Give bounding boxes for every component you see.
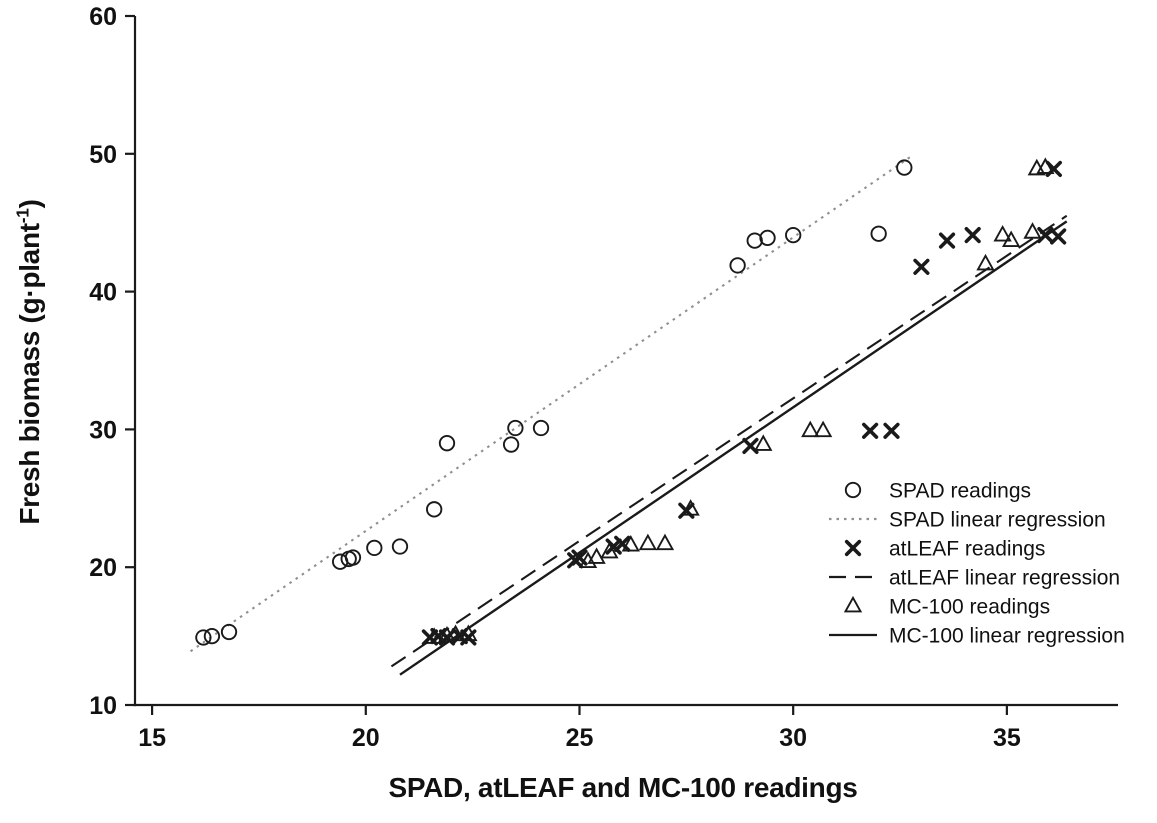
circle-marker	[729, 257, 746, 274]
x-marker	[844, 539, 862, 557]
legend-entry: SPAD linear regression	[829, 509, 1106, 532]
legend-label: atLEAF readings	[889, 538, 1045, 561]
circle-marker	[532, 419, 550, 437]
x-marker	[913, 258, 930, 275]
x-marker	[964, 227, 981, 244]
circle-marker	[896, 159, 913, 176]
triangle-marker	[993, 224, 1012, 242]
y-axis-title: Fresh biomass (g·plant-1)	[12, 199, 46, 525]
triangle-marker	[754, 434, 773, 451]
circle-marker	[844, 481, 862, 499]
y-tick-label: 60	[89, 3, 117, 31]
circle-marker	[785, 226, 802, 244]
triangle-marker	[681, 499, 700, 516]
circle-marker	[220, 623, 238, 641]
y-tick-label: 50	[89, 141, 117, 169]
regression-line-dotted	[189, 154, 914, 653]
x-marker	[614, 535, 631, 552]
x-tick-label: 20	[352, 724, 380, 752]
circle-marker	[507, 419, 524, 437]
legend-label: SPAD readings	[889, 480, 1031, 503]
triangle-marker	[446, 624, 465, 642]
y-tick-label: 20	[89, 554, 117, 582]
circle-marker	[426, 501, 443, 518]
regression-line-solid	[399, 220, 1068, 676]
legend: SPAD readings SPAD linear regression atLEA…	[829, 480, 1125, 648]
triangle-marker	[801, 420, 820, 438]
x-tick-label: 15	[138, 724, 166, 752]
triangle-marker	[459, 624, 478, 642]
triangle-marker	[600, 541, 619, 559]
triangle-marker	[621, 534, 640, 552]
circle-marker	[502, 436, 520, 453]
circle-marker	[366, 539, 383, 557]
legend-label: SPAD linear regression	[889, 509, 1106, 532]
triangle-marker	[976, 253, 995, 271]
x-axis-title: SPAD, atLEAF and MC-100 readings	[388, 772, 858, 803]
circle-marker	[759, 229, 776, 247]
circle-marker	[746, 232, 763, 249]
triangle-marker	[425, 627, 444, 644]
y-tick-label: 40	[89, 279, 117, 307]
y-tick-label: 30	[89, 416, 117, 444]
legend-entry: MC-100 linear regression	[829, 625, 1125, 648]
x-marker	[605, 538, 622, 555]
tick-labels: 10 20 30 40 50 60 15 20 25 30 35	[89, 3, 1021, 752]
x-marker	[862, 422, 879, 439]
axes	[125, 14, 1118, 715]
x-marker	[571, 549, 588, 566]
triangle-marker	[587, 547, 606, 564]
triangle-marker	[578, 551, 598, 569]
series-mc-100-readings	[425, 157, 1055, 644]
x-marker	[1050, 228, 1067, 245]
circle-marker	[344, 549, 362, 566]
y-axis-title-superscript: -1	[12, 208, 33, 224]
circle-marker	[391, 538, 409, 555]
circle-marker	[203, 627, 221, 645]
triangle-marker	[1001, 230, 1021, 247]
triangle-marker	[1023, 222, 1042, 239]
x-tick-label: 35	[993, 724, 1021, 752]
x-marker	[1037, 227, 1054, 244]
triangle-marker	[843, 595, 863, 613]
legend-entry: atLEAF readings	[844, 538, 1045, 561]
series-spad-readings	[195, 159, 913, 646]
legend-label: MC-100 linear regression	[889, 625, 1125, 648]
triangle-marker	[1036, 157, 1055, 174]
circle-marker	[195, 629, 212, 646]
x-tick-label: 25	[566, 724, 594, 752]
legend-entry: atLEAF linear regression	[829, 567, 1120, 590]
x-marker	[883, 422, 900, 439]
circle-marker	[438, 435, 456, 452]
triangle-marker	[813, 420, 833, 438]
circle-marker	[870, 225, 887, 242]
triangle-marker	[638, 533, 658, 551]
y-axis-title-text: Fresh biomass (g·plant	[14, 223, 45, 525]
x-tick-label: 30	[779, 724, 807, 752]
legend-label: atLEAF linear regression	[889, 567, 1120, 590]
legend-entry: SPAD readings	[844, 480, 1031, 503]
x-marker	[742, 437, 759, 455]
x-marker	[938, 232, 956, 249]
y-tick-label: 10	[89, 692, 117, 720]
legend-entry: MC-100 readings	[843, 595, 1050, 619]
regression-line-dashed	[390, 214, 1068, 668]
legend-label: MC-100 readings	[889, 596, 1050, 619]
y-axis-title-close: )	[14, 199, 45, 209]
triangle-marker	[655, 533, 675, 551]
